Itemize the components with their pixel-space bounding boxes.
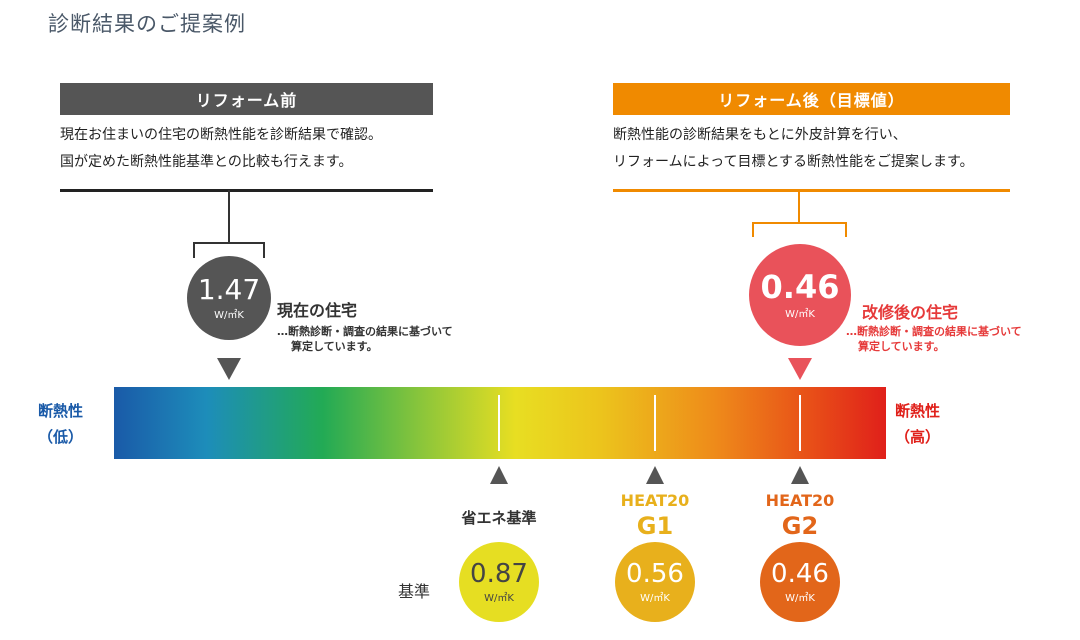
after-value-circle: 0.46 W/㎡K	[749, 244, 851, 346]
desc-line: リフォームによって目標とする断熱性能をご提案します。	[613, 154, 974, 170]
label-line: 断熱性	[895, 402, 941, 420]
connector	[798, 190, 800, 223]
value: 0.87	[470, 558, 528, 589]
before-marker-icon	[217, 358, 241, 380]
scale-tick	[498, 395, 500, 451]
before-label: 現在の住宅	[277, 301, 358, 320]
label-line: （低）	[38, 428, 84, 446]
unit: W/㎡K	[484, 592, 514, 604]
standard-grade: G2	[781, 512, 819, 540]
before-value-circle: 1.47 W/㎡K	[187, 256, 271, 340]
note-line: 算定しています。	[291, 340, 378, 353]
unit: W/㎡K	[785, 592, 815, 604]
standard-value-circle: 0.87 W/㎡K	[459, 542, 539, 622]
bracket	[193, 242, 265, 244]
bracket	[845, 222, 847, 237]
desc-line: 現在お住まいの住宅の断熱性能を診断結果で確認。	[60, 127, 382, 143]
value: 0.46	[760, 267, 840, 306]
standard-marker-icon	[490, 466, 508, 484]
standard-name: HEAT20	[765, 491, 835, 510]
connector	[228, 190, 230, 243]
scale-low-label: 断熱性 （低）	[38, 398, 83, 450]
note-line: …断熱診断・調査の結果に基づいて	[277, 325, 453, 338]
standard-marker-icon	[646, 466, 664, 484]
value: 0.46	[771, 558, 829, 589]
unit: W/㎡K	[640, 592, 670, 604]
bracket	[193, 242, 195, 258]
standard-name: HEAT20	[620, 491, 690, 510]
divider	[613, 189, 1010, 192]
desc-line: 国が定めた断熱性能基準との比較も行えます。	[60, 154, 353, 170]
insulation-scale-bar	[114, 387, 886, 459]
before-note: …断熱診断・調査の結果に基づいて 算定しています。	[277, 324, 453, 354]
value: 1.47	[197, 272, 261, 306]
bracket	[752, 222, 847, 224]
value: 0.56	[626, 558, 684, 589]
standard-value-circle: 0.46 W/㎡K	[760, 542, 840, 622]
after-description: 断熱性能の診断結果をもとに外皮計算を行い、 リフォームによって目標とする断熱性能…	[613, 122, 974, 176]
note-line: …断熱診断・調査の結果に基づいて	[846, 325, 1022, 338]
after-note: …断熱診断・調査の結果に基づいて 算定しています。	[846, 324, 1022, 354]
standard-grade: G1	[636, 512, 674, 540]
before-heading: リフォーム前	[60, 83, 433, 115]
page-title: 診断結果のご提案例	[48, 12, 246, 36]
label-line: 断熱性	[38, 402, 84, 420]
before-description: 現在お住まいの住宅の断熱性能を診断結果で確認。 国が定めた断熱性能基準との比較も…	[60, 122, 382, 176]
after-label: 改修後の住宅	[862, 303, 959, 322]
note-line: 算定しています。	[858, 340, 945, 353]
scale-tick	[654, 395, 656, 451]
standard-name: 省エネ基準	[461, 509, 537, 527]
scale-tick	[799, 395, 801, 451]
standards-label: 基準	[398, 582, 431, 601]
divider	[60, 189, 433, 192]
after-marker-icon	[788, 358, 812, 380]
bracket	[263, 242, 265, 258]
after-heading: リフォーム後（目標値）	[613, 83, 1010, 115]
bracket	[752, 222, 754, 237]
unit: W/㎡K	[785, 308, 815, 320]
scale-high-label: 断熱性 （高）	[895, 398, 940, 450]
label-line: （高）	[895, 428, 941, 446]
desc-line: 断熱性能の診断結果をもとに外皮計算を行い、	[613, 127, 907, 143]
standard-marker-icon	[791, 466, 809, 484]
unit: W/㎡K	[214, 309, 244, 321]
standard-value-circle: 0.56 W/㎡K	[615, 542, 695, 622]
